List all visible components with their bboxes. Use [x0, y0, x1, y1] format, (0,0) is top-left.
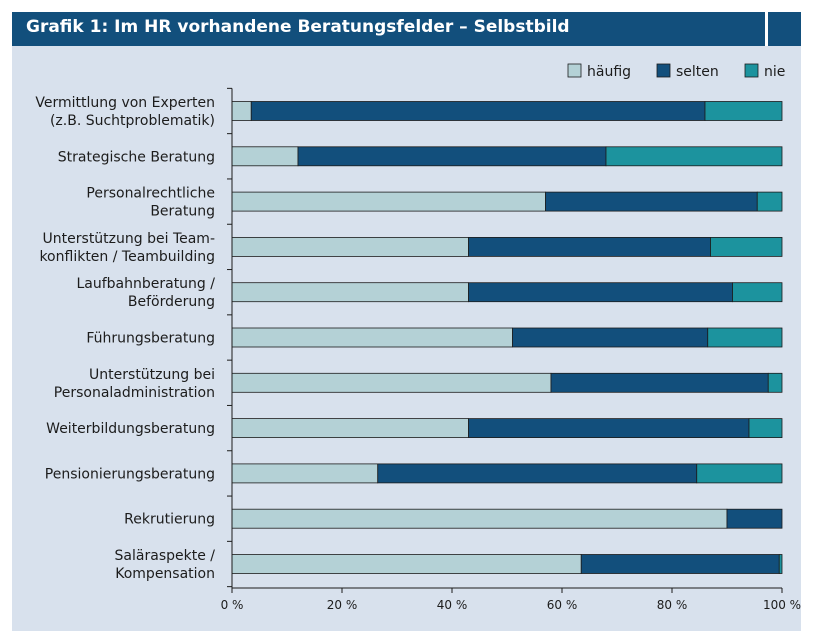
bar-segment-häufig-1: [231, 146, 299, 167]
legend: häufig selten nie: [567, 63, 785, 80]
legend-swatch-nie: [744, 63, 759, 78]
category-label-9-0: Rekrutierung: [124, 512, 215, 528]
bar-segment-nie-8: [696, 463, 783, 484]
bar-segment-nie-2: [756, 191, 783, 212]
category-label-2-0: Personalrechtliche: [86, 186, 215, 202]
bar-segment-selten-6: [550, 372, 769, 393]
bar-segment-häufig-0: [231, 101, 252, 121]
bar-segment-häufig-3: [231, 236, 469, 257]
bar-segment-selten-4: [468, 282, 733, 303]
x-tick-label-0: 0 %: [221, 598, 244, 612]
legend-label-nie: nie: [764, 64, 785, 80]
bar-segment-nie-6: [767, 372, 783, 393]
bar-segment-selten-7: [468, 418, 750, 439]
x-tick-label-60: 60 %: [547, 598, 578, 612]
bar-segment-häufig-8: [231, 463, 379, 484]
x-axis: 0 % 20 % 40 % 60 % 80 % 100 %: [221, 87, 801, 612]
bar-segment-nie-4: [732, 282, 783, 303]
category-label-4-0: Laufbahnberatung /: [76, 276, 215, 292]
bar-segment-nie-3: [710, 236, 783, 257]
legend-label-selten: selten: [676, 64, 719, 80]
bar-segment-häufig-6: [231, 372, 552, 393]
bar-segment-nie-5: [707, 327, 783, 348]
bar-segment-häufig-5: [231, 327, 513, 348]
bar-segment-selten-10: [580, 554, 780, 574]
bar-segment-häufig-7: [231, 418, 469, 439]
category-label-0-0: Vermittlung von Experten: [35, 95, 215, 111]
category-label-8-0: Pensionierungsberatung: [45, 466, 215, 482]
bar-segment-selten-0: [250, 101, 706, 121]
bar-segment-häufig-4: [231, 282, 469, 303]
bar-segment-selten-1: [297, 146, 607, 167]
bar-segment-selten-3: [468, 236, 711, 257]
bar-segment-selten-8: [377, 463, 698, 484]
bar-segment-nie-10: [778, 554, 783, 574]
category-label-6-1: Personaladministration: [54, 385, 215, 401]
x-tick-label-100: 100 %: [763, 598, 801, 612]
category-labels: Vermittlung von Experten (z.B. Suchtprobl…: [35, 95, 215, 582]
category-label-10-1: Kompensation: [115, 566, 215, 582]
legend-label-häufig: häufig: [587, 64, 631, 80]
title-bar: Grafik 1: Im HR vorhandene Beratungsfeld…: [12, 12, 801, 46]
category-label-4-1: Beförderung: [128, 294, 215, 310]
bar-segment-häufig-9: [231, 508, 728, 529]
bar-segment-häufig-10: [231, 554, 582, 574]
category-label-1-0: Strategische Beratung: [58, 149, 215, 165]
bar-segment-häufig-2: [231, 191, 546, 212]
bar-segment-nie-7: [748, 418, 783, 439]
bar-segment-selten-9: [726, 508, 783, 529]
category-label-5-0: Führungsberatung: [86, 331, 215, 347]
x-tick-label-80: 80 %: [657, 598, 688, 612]
legend-swatch-häufig: [567, 63, 582, 78]
x-tick-label-20: 20 %: [327, 598, 358, 612]
category-label-3-1: konflikten / Teambuilding: [39, 249, 215, 265]
bar-segment-nie-1: [605, 146, 783, 167]
category-label-3-0: Unterstützung bei Team-: [43, 231, 215, 247]
title-notch: [765, 12, 768, 46]
bar-segment-nie-0: [704, 101, 783, 121]
bar-segment-selten-5: [512, 327, 709, 348]
category-label-2-1: Beratung: [150, 204, 215, 220]
bar-segment-selten-2: [545, 191, 758, 212]
bars: [231, 101, 783, 574]
category-label-7-0: Weiterbildungsberatung: [46, 421, 215, 437]
category-label-0-1: (z.B. Suchtproblematik): [50, 113, 215, 129]
category-label-10-0: Saläraspekte /: [115, 548, 216, 564]
category-label-6-0: Unterstützung bei: [89, 367, 215, 383]
legend-swatch-selten: [656, 63, 671, 78]
chart-title: Grafik 1: Im HR vorhandene Beratungsfeld…: [26, 17, 570, 37]
x-tick-label-40: 40 %: [437, 598, 468, 612]
